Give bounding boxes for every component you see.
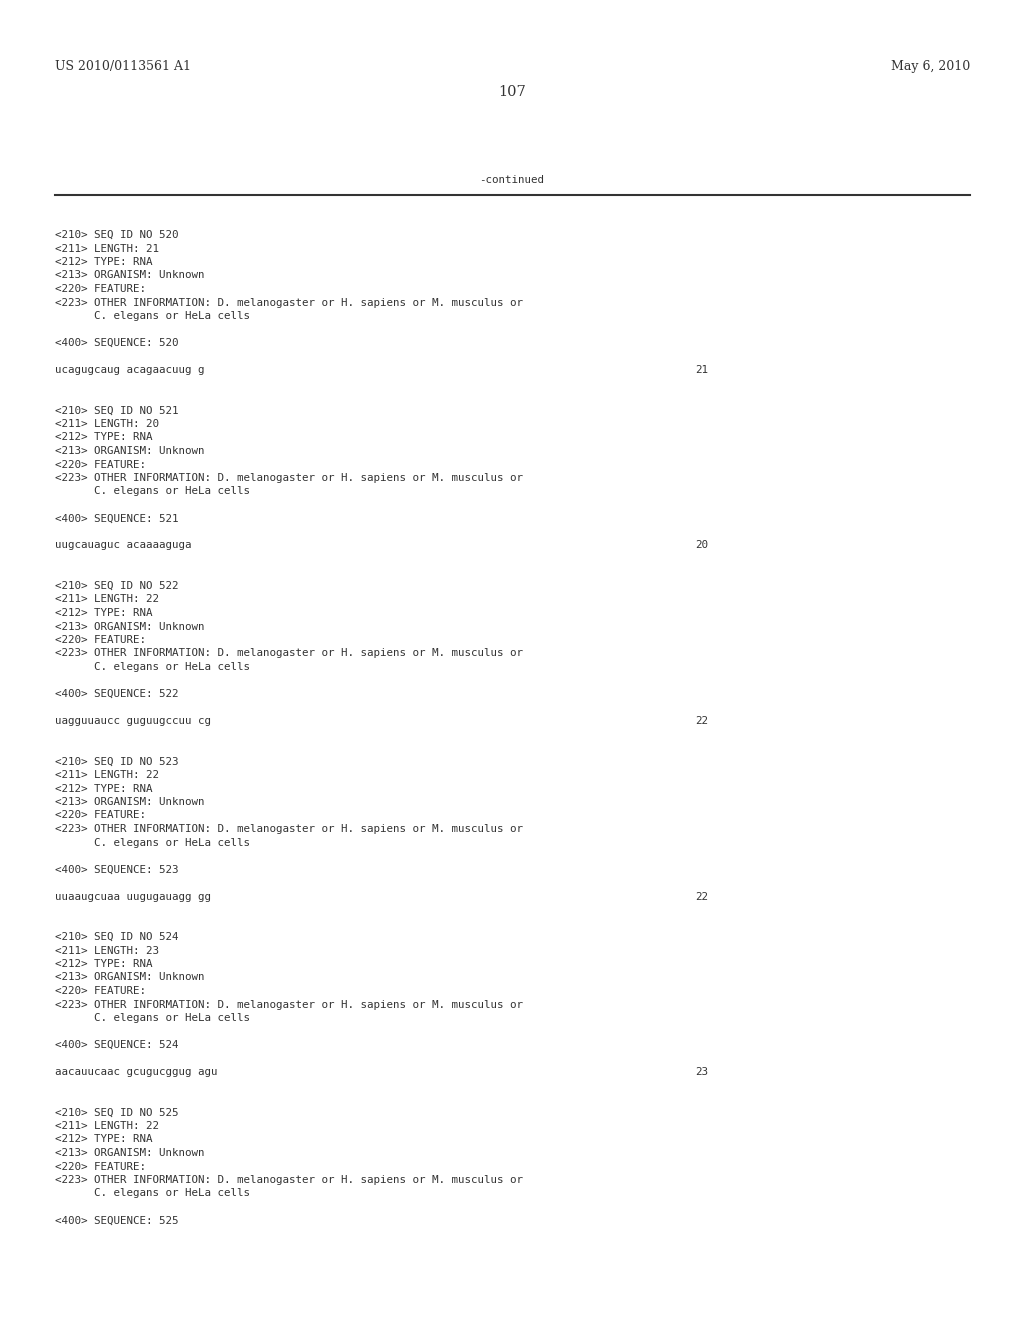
Text: C. elegans or HeLa cells: C. elegans or HeLa cells [55,663,250,672]
Text: <211> LENGTH: 20: <211> LENGTH: 20 [55,418,159,429]
Text: <400> SEQUENCE: 525: <400> SEQUENCE: 525 [55,1216,178,1225]
Text: ucagugcaug acagaacuug g: ucagugcaug acagaacuug g [55,366,205,375]
Text: <213> ORGANISM: Unknown: <213> ORGANISM: Unknown [55,797,205,807]
Text: C. elegans or HeLa cells: C. elegans or HeLa cells [55,1188,250,1199]
Text: 107: 107 [498,84,526,99]
Text: <212> TYPE: RNA: <212> TYPE: RNA [55,784,153,793]
Text: <400> SEQUENCE: 521: <400> SEQUENCE: 521 [55,513,178,524]
Text: <212> TYPE: RNA: <212> TYPE: RNA [55,433,153,442]
Text: <213> ORGANISM: Unknown: <213> ORGANISM: Unknown [55,446,205,455]
Text: <213> ORGANISM: Unknown: <213> ORGANISM: Unknown [55,622,205,631]
Text: <400> SEQUENCE: 524: <400> SEQUENCE: 524 [55,1040,178,1049]
Text: 20: 20 [695,540,708,550]
Text: C. elegans or HeLa cells: C. elegans or HeLa cells [55,1012,250,1023]
Text: <211> LENGTH: 22: <211> LENGTH: 22 [55,1121,159,1131]
Text: <212> TYPE: RNA: <212> TYPE: RNA [55,960,153,969]
Text: <211> LENGTH: 22: <211> LENGTH: 22 [55,594,159,605]
Text: <211> LENGTH: 21: <211> LENGTH: 21 [55,243,159,253]
Text: <210> SEQ ID NO 525: <210> SEQ ID NO 525 [55,1107,178,1118]
Text: <210> SEQ ID NO 522: <210> SEQ ID NO 522 [55,581,178,591]
Text: <223> OTHER INFORMATION: D. melanogaster or H. sapiens or M. musculus or: <223> OTHER INFORMATION: D. melanogaster… [55,297,523,308]
Text: <220> FEATURE:: <220> FEATURE: [55,986,146,997]
Text: <223> OTHER INFORMATION: D. melanogaster or H. sapiens or M. musculus or: <223> OTHER INFORMATION: D. melanogaster… [55,473,523,483]
Text: <223> OTHER INFORMATION: D. melanogaster or H. sapiens or M. musculus or: <223> OTHER INFORMATION: D. melanogaster… [55,824,523,834]
Text: C. elegans or HeLa cells: C. elegans or HeLa cells [55,312,250,321]
Text: US 2010/0113561 A1: US 2010/0113561 A1 [55,59,191,73]
Text: <220> FEATURE:: <220> FEATURE: [55,635,146,645]
Text: 22: 22 [695,891,708,902]
Text: <210> SEQ ID NO 520: <210> SEQ ID NO 520 [55,230,178,240]
Text: <400> SEQUENCE: 520: <400> SEQUENCE: 520 [55,338,178,348]
Text: C. elegans or HeLa cells: C. elegans or HeLa cells [55,487,250,496]
Text: <211> LENGTH: 22: <211> LENGTH: 22 [55,770,159,780]
Text: <400> SEQUENCE: 523: <400> SEQUENCE: 523 [55,865,178,874]
Text: <220> FEATURE:: <220> FEATURE: [55,1162,146,1172]
Text: <220> FEATURE:: <220> FEATURE: [55,284,146,294]
Text: uagguuaucc guguugccuu cg: uagguuaucc guguugccuu cg [55,715,211,726]
Text: aacauucaac gcugucggug agu: aacauucaac gcugucggug agu [55,1067,217,1077]
Text: <210> SEQ ID NO 521: <210> SEQ ID NO 521 [55,405,178,416]
Text: <212> TYPE: RNA: <212> TYPE: RNA [55,257,153,267]
Text: <210> SEQ ID NO 523: <210> SEQ ID NO 523 [55,756,178,767]
Text: <210> SEQ ID NO 524: <210> SEQ ID NO 524 [55,932,178,942]
Text: <220> FEATURE:: <220> FEATURE: [55,459,146,470]
Text: <220> FEATURE:: <220> FEATURE: [55,810,146,821]
Text: <212> TYPE: RNA: <212> TYPE: RNA [55,1134,153,1144]
Text: <213> ORGANISM: Unknown: <213> ORGANISM: Unknown [55,973,205,982]
Text: <223> OTHER INFORMATION: D. melanogaster or H. sapiens or M. musculus or: <223> OTHER INFORMATION: D. melanogaster… [55,1175,523,1185]
Text: <212> TYPE: RNA: <212> TYPE: RNA [55,609,153,618]
Text: uuaaugcuaa uugugauagg gg: uuaaugcuaa uugugauagg gg [55,891,211,902]
Text: <213> ORGANISM: Unknown: <213> ORGANISM: Unknown [55,1148,205,1158]
Text: C. elegans or HeLa cells: C. elegans or HeLa cells [55,837,250,847]
Text: 21: 21 [695,366,708,375]
Text: <223> OTHER INFORMATION: D. melanogaster or H. sapiens or M. musculus or: <223> OTHER INFORMATION: D. melanogaster… [55,648,523,659]
Text: 22: 22 [695,715,708,726]
Text: -continued: -continued [479,176,545,185]
Text: uugcauaguc acaaaaguga: uugcauaguc acaaaaguga [55,540,191,550]
Text: 23: 23 [695,1067,708,1077]
Text: <213> ORGANISM: Unknown: <213> ORGANISM: Unknown [55,271,205,281]
Text: <400> SEQUENCE: 522: <400> SEQUENCE: 522 [55,689,178,700]
Text: <223> OTHER INFORMATION: D. melanogaster or H. sapiens or M. musculus or: <223> OTHER INFORMATION: D. melanogaster… [55,999,523,1010]
Text: May 6, 2010: May 6, 2010 [891,59,970,73]
Text: <211> LENGTH: 23: <211> LENGTH: 23 [55,945,159,956]
